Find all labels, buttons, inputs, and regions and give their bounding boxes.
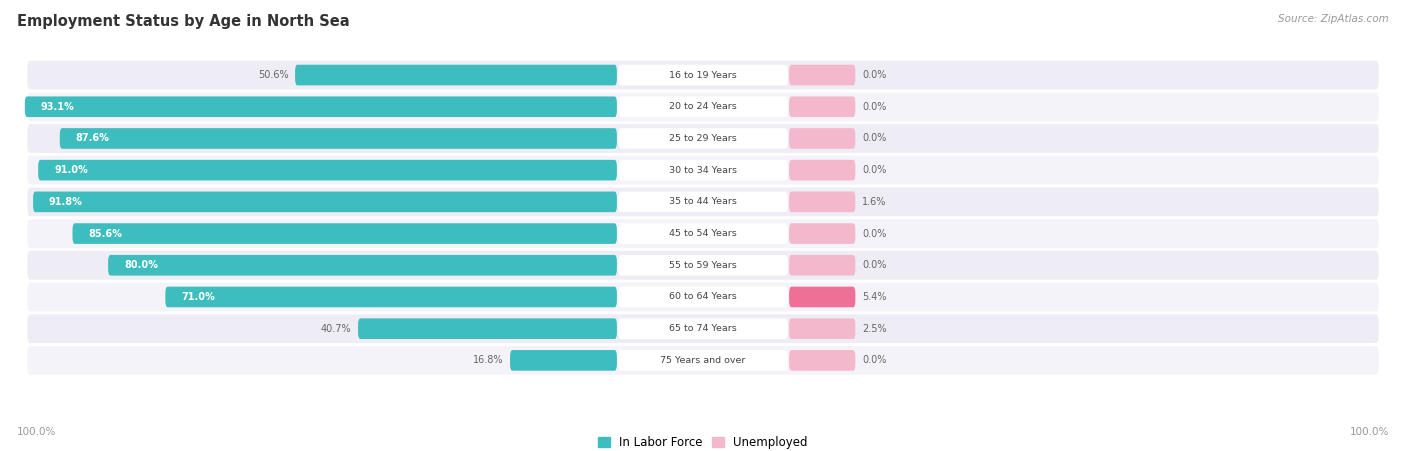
FancyBboxPatch shape bbox=[619, 350, 787, 371]
FancyBboxPatch shape bbox=[619, 160, 787, 180]
FancyBboxPatch shape bbox=[789, 255, 855, 276]
Text: 35 to 44 Years: 35 to 44 Years bbox=[669, 198, 737, 207]
FancyBboxPatch shape bbox=[27, 61, 1379, 89]
Text: 71.0%: 71.0% bbox=[181, 292, 215, 302]
Text: Employment Status by Age in North Sea: Employment Status by Age in North Sea bbox=[17, 14, 350, 28]
FancyBboxPatch shape bbox=[108, 255, 617, 276]
FancyBboxPatch shape bbox=[619, 65, 787, 85]
Text: 100.0%: 100.0% bbox=[17, 428, 56, 437]
FancyBboxPatch shape bbox=[359, 318, 617, 339]
Text: 91.0%: 91.0% bbox=[53, 165, 87, 175]
Text: 85.6%: 85.6% bbox=[89, 229, 122, 239]
FancyBboxPatch shape bbox=[27, 188, 1379, 216]
FancyBboxPatch shape bbox=[789, 287, 855, 307]
FancyBboxPatch shape bbox=[619, 97, 787, 117]
Text: 50.6%: 50.6% bbox=[257, 70, 288, 80]
FancyBboxPatch shape bbox=[510, 350, 617, 371]
FancyBboxPatch shape bbox=[34, 192, 617, 212]
Text: 25 to 29 Years: 25 to 29 Years bbox=[669, 134, 737, 143]
Text: 0.0%: 0.0% bbox=[862, 133, 886, 143]
FancyBboxPatch shape bbox=[27, 314, 1379, 343]
Text: 40.7%: 40.7% bbox=[321, 324, 352, 334]
Text: 65 to 74 Years: 65 to 74 Years bbox=[669, 324, 737, 333]
FancyBboxPatch shape bbox=[789, 318, 855, 339]
FancyBboxPatch shape bbox=[60, 128, 617, 149]
FancyBboxPatch shape bbox=[619, 192, 787, 212]
FancyBboxPatch shape bbox=[27, 346, 1379, 375]
Text: 16.8%: 16.8% bbox=[472, 355, 503, 365]
FancyBboxPatch shape bbox=[27, 156, 1379, 184]
Text: 45 to 54 Years: 45 to 54 Years bbox=[669, 229, 737, 238]
FancyBboxPatch shape bbox=[27, 124, 1379, 153]
Text: 75 Years and over: 75 Years and over bbox=[661, 356, 745, 365]
Text: 20 to 24 Years: 20 to 24 Years bbox=[669, 102, 737, 111]
FancyBboxPatch shape bbox=[619, 223, 787, 244]
Text: 5.4%: 5.4% bbox=[862, 292, 887, 302]
FancyBboxPatch shape bbox=[789, 128, 855, 149]
Text: 16 to 19 Years: 16 to 19 Years bbox=[669, 70, 737, 79]
Legend: In Labor Force, Unemployed: In Labor Force, Unemployed bbox=[593, 431, 813, 451]
FancyBboxPatch shape bbox=[25, 97, 617, 117]
Text: 87.6%: 87.6% bbox=[76, 133, 110, 143]
Text: 0.0%: 0.0% bbox=[862, 229, 886, 239]
FancyBboxPatch shape bbox=[27, 251, 1379, 280]
FancyBboxPatch shape bbox=[166, 287, 617, 307]
Text: 0.0%: 0.0% bbox=[862, 165, 886, 175]
Text: 0.0%: 0.0% bbox=[862, 260, 886, 270]
Text: 1.6%: 1.6% bbox=[862, 197, 886, 207]
FancyBboxPatch shape bbox=[789, 350, 855, 371]
FancyBboxPatch shape bbox=[619, 128, 787, 149]
Text: Source: ZipAtlas.com: Source: ZipAtlas.com bbox=[1278, 14, 1389, 23]
Text: 55 to 59 Years: 55 to 59 Years bbox=[669, 261, 737, 270]
FancyBboxPatch shape bbox=[789, 65, 855, 85]
FancyBboxPatch shape bbox=[789, 192, 855, 212]
Text: 91.8%: 91.8% bbox=[49, 197, 83, 207]
Text: 0.0%: 0.0% bbox=[862, 102, 886, 112]
FancyBboxPatch shape bbox=[789, 160, 855, 180]
FancyBboxPatch shape bbox=[789, 97, 855, 117]
FancyBboxPatch shape bbox=[619, 287, 787, 307]
Text: 30 to 34 Years: 30 to 34 Years bbox=[669, 166, 737, 175]
Text: 100.0%: 100.0% bbox=[1350, 428, 1389, 437]
FancyBboxPatch shape bbox=[619, 255, 787, 276]
FancyBboxPatch shape bbox=[27, 219, 1379, 248]
Text: 0.0%: 0.0% bbox=[862, 70, 886, 80]
FancyBboxPatch shape bbox=[619, 318, 787, 339]
FancyBboxPatch shape bbox=[38, 160, 617, 180]
FancyBboxPatch shape bbox=[27, 283, 1379, 311]
Text: 2.5%: 2.5% bbox=[862, 324, 887, 334]
Text: 60 to 64 Years: 60 to 64 Years bbox=[669, 293, 737, 301]
FancyBboxPatch shape bbox=[27, 92, 1379, 121]
Text: 0.0%: 0.0% bbox=[862, 355, 886, 365]
FancyBboxPatch shape bbox=[295, 65, 617, 85]
Text: 80.0%: 80.0% bbox=[124, 260, 157, 270]
FancyBboxPatch shape bbox=[789, 223, 855, 244]
FancyBboxPatch shape bbox=[73, 223, 617, 244]
Text: 93.1%: 93.1% bbox=[41, 102, 75, 112]
